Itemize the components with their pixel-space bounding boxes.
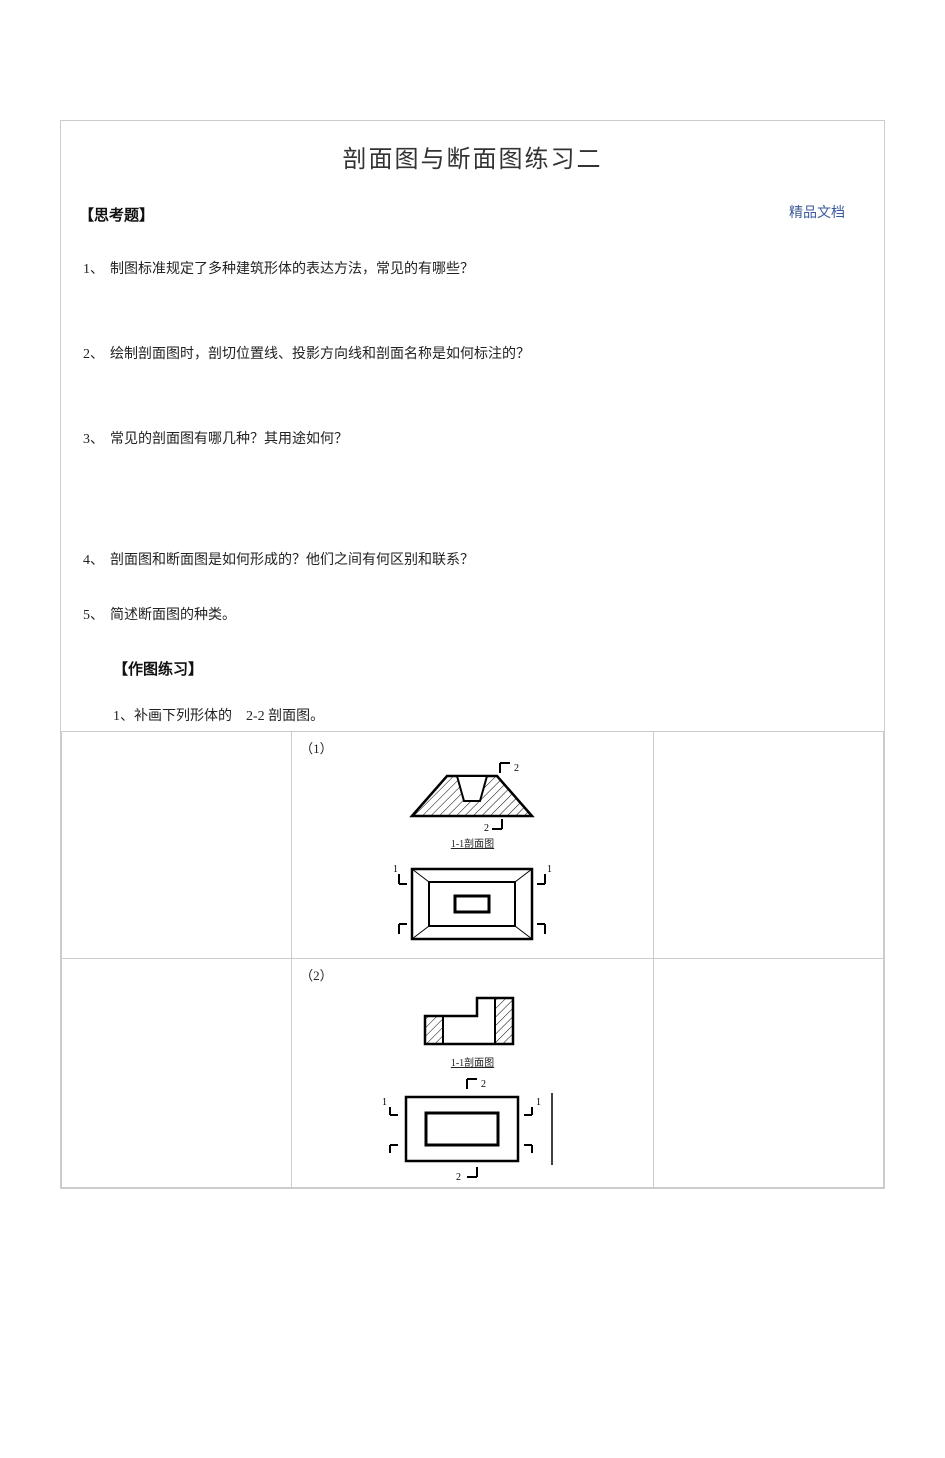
question-text: 制图标准规定了多种建筑形体的表达方法，常见的有哪些？ [110,262,474,277]
figure-1-label: （1） [300,738,649,757]
figure-cell-1: （1） 2 [292,732,654,959]
question-5: 5、简述断面图的种类。 [61,595,884,650]
trapezoid-section-icon: 2 2 [392,761,552,831]
question-text: 剖面图和断面图是如何形成的？他们之间有何区别和联系？ [110,553,474,568]
question-number: 1、 [83,259,104,280]
section-caption-1: 1-1剖面图 [451,835,494,850]
question-number: 4、 [83,550,104,571]
drawing-exercise-heading: 【作图练习】 [61,650,884,697]
exercise-subtext: 2-2 剖面图。 [246,705,324,725]
thinking-questions-heading: 【思考题】 [61,196,884,249]
plan-view-2-icon: 2 1 1 [372,1073,572,1183]
figure-cell-empty [62,959,292,1188]
question-number: 5、 [83,605,104,626]
exercise-1-label: 1、补画下列形体的 2-2 剖面图。 [61,697,884,731]
question-text: 常见的剖面图有哪几种？其用途如何？ [110,432,348,447]
table-row: （2） [62,959,884,1188]
question-text: 简述断面图的种类。 [110,608,236,623]
cut-mark-label: 2 [456,1172,461,1183]
exercise-number: 1、 [113,709,134,724]
question-text: 绘制剖面图时，剖切位置线、投影方向线和剖面名称是如何标注的？ [110,347,530,362]
header-label: 精品文档 [789,202,845,222]
figure-cell-empty [653,732,883,959]
question-number: 3、 [83,429,104,450]
plan-view-icon: 1 1 [387,854,557,954]
table-row: （1） 2 [62,732,884,959]
document-title: 剖面图与断面图练习二 [61,139,884,196]
cut-mark-label: 1 [536,1097,541,1108]
question-4: 4、剖面图和断面图是如何形成的？他们之间有何区别和联系？ [61,540,884,595]
figure-cell-empty [62,732,292,959]
figure-2-top-view: 1-1剖面图 2 1 1 [296,988,649,1183]
figure-2-label: （2） [300,965,649,984]
cut-mark-label: 2 [484,823,489,831]
question-2: 2、绘制剖面图时，剖切位置线、投影方向线和剖面名称是如何标注的？ [61,334,884,419]
question-number: 2、 [83,344,104,365]
step-section-icon [397,988,547,1050]
page: 精品文档 剖面图与断面图练习二 【思考题】 1、制图标准规定了多种建筑形体的表达… [0,120,945,1458]
question-3: 3、常见的剖面图有哪几种？其用途如何？ [61,419,884,540]
cut-mark-label: 2 [481,1079,486,1090]
figure-1-top-view: 2 2 1-1剖面图 [296,761,649,954]
section-caption-2: 1-1剖面图 [451,1054,494,1069]
figure-cell-2: （2） [292,959,654,1188]
content-frame: 剖面图与断面图练习二 【思考题】 1、制图标准规定了多种建筑形体的表达方法，常见… [60,120,885,1189]
cut-mark-label: 2 [514,763,519,774]
cut-mark-label: 1 [382,1097,387,1108]
question-1: 1、制图标准规定了多种建筑形体的表达方法，常见的有哪些？ [61,249,884,334]
cut-mark-label: 1 [393,864,398,875]
figure-cell-empty [653,959,883,1188]
cut-mark-label: 1 [547,864,552,875]
figure-table: （1） 2 [61,731,884,1188]
exercise-text: 补画下列形体的 [134,709,232,724]
